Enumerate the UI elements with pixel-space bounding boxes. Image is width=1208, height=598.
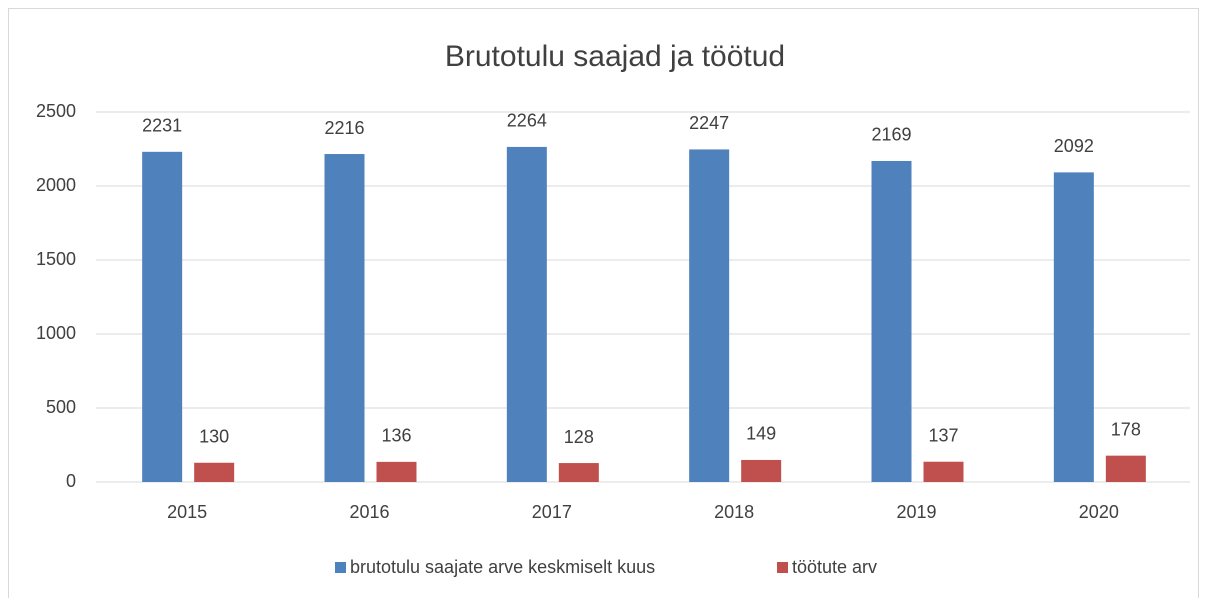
data-label: 2231 [142, 116, 182, 136]
data-label: 137 [928, 425, 958, 445]
x-tick-label: 2019 [896, 502, 936, 522]
bar [1053, 172, 1094, 482]
y-tick-label: 1000 [36, 323, 76, 343]
data-label: 149 [746, 424, 776, 444]
y-tick-label: 1500 [36, 249, 76, 269]
x-tick-label: 2017 [532, 502, 572, 522]
data-label: 2264 [507, 111, 547, 131]
bar [506, 146, 547, 483]
legend-swatch [335, 562, 346, 573]
data-label: 2092 [1054, 136, 1094, 156]
data-label: 178 [1111, 419, 1141, 439]
chart-title: Brutotulu saajad ja töötud [445, 40, 785, 73]
chart-border [8, 8, 1199, 598]
x-tick-label: 2018 [714, 502, 754, 522]
legend-label: brutotulu saajate arve keskmiselt kuus [350, 557, 655, 577]
y-tick-label: 2000 [36, 175, 76, 195]
bar [194, 462, 235, 482]
data-label: 128 [564, 427, 594, 447]
bar [376, 461, 417, 482]
y-tick-label: 500 [46, 397, 76, 417]
y-tick-label: 0 [66, 471, 76, 491]
legend-label: töötute arv [792, 557, 877, 577]
data-label: 136 [381, 426, 411, 446]
data-label: 2247 [689, 113, 729, 133]
bar [1105, 455, 1146, 482]
bar [741, 459, 782, 482]
bar [689, 149, 730, 482]
legend-swatch [777, 562, 788, 573]
bar [871, 160, 912, 482]
data-label: 2169 [871, 125, 911, 145]
x-tick-label: 2015 [167, 502, 207, 522]
data-label: 130 [199, 427, 229, 447]
bar [142, 151, 183, 482]
x-tick-label: 2016 [349, 502, 389, 522]
y-tick-label: 2500 [36, 101, 76, 121]
bar [558, 463, 599, 482]
data-label: 2216 [324, 118, 364, 138]
bar [324, 154, 365, 483]
bar [923, 461, 964, 482]
x-tick-label: 2020 [1079, 502, 1119, 522]
